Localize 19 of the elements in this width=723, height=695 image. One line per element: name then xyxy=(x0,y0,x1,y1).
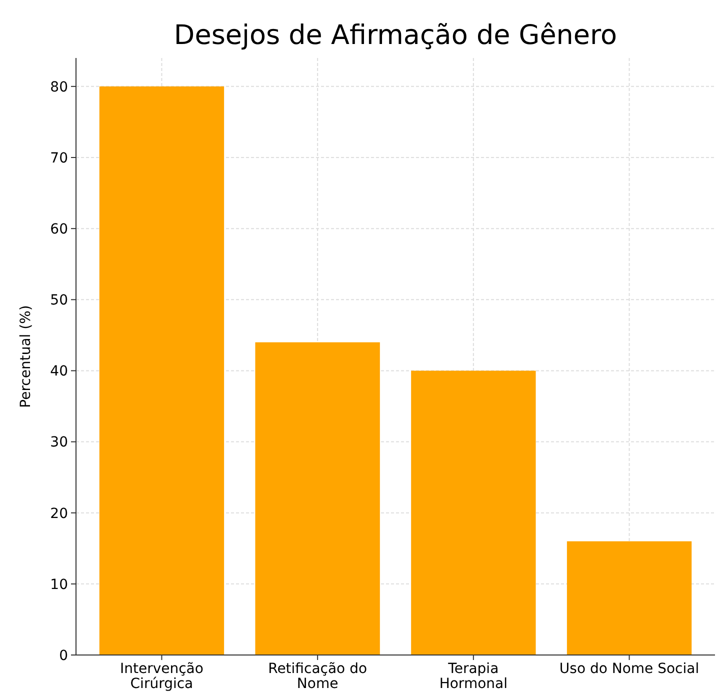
x-tick-label: Uso do Nome Social xyxy=(559,661,700,677)
bar xyxy=(411,370,536,655)
y-tick-label: 0 xyxy=(59,648,68,664)
x-tick-label: Retificação do Nome xyxy=(268,661,368,692)
y-tick-label: 80 xyxy=(50,79,68,96)
y-tick-label: 70 xyxy=(50,150,68,166)
bar xyxy=(99,86,224,655)
y-tick-label: 40 xyxy=(50,364,68,380)
y-tick-label: 20 xyxy=(50,506,68,522)
x-tick-label: Terapia Hormonal xyxy=(439,661,508,692)
y-tick-label: 60 xyxy=(50,221,68,238)
chart-title: Desejos de Afirmação de Gênero xyxy=(174,20,618,51)
y-axis-title: Percentual (%) xyxy=(18,305,34,408)
x-tick-label: Intervenção Cirúrgica xyxy=(120,661,204,692)
y-tick-label: 50 xyxy=(50,292,68,309)
y-tick-label: 10 xyxy=(50,576,68,593)
bar xyxy=(255,342,380,655)
bar xyxy=(566,541,692,655)
y-tick-label: 30 xyxy=(50,434,68,451)
